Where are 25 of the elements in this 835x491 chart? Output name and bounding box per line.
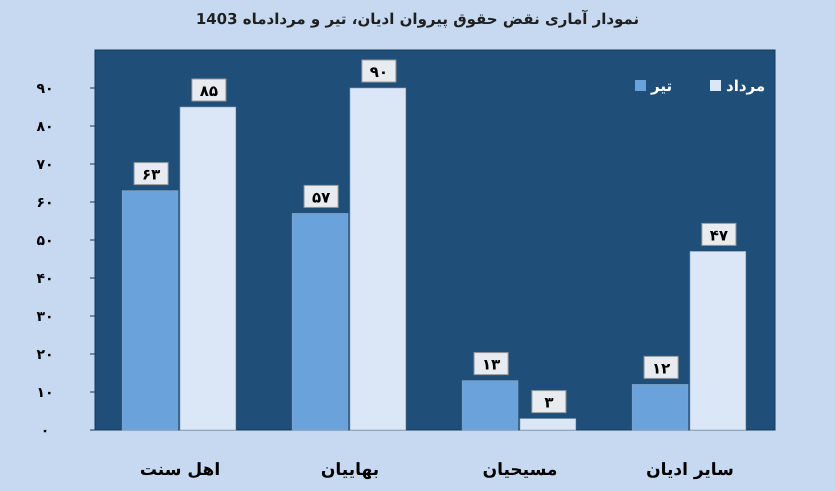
- y-tick-label: ۵۰: [36, 233, 54, 249]
- x-tick-label: بهاییان: [320, 460, 380, 480]
- y-tick-label: ۴۰: [36, 271, 54, 287]
- data-label: ۴۷: [710, 226, 728, 244]
- legend-label: مرداد: [726, 77, 766, 95]
- data-label: ۶۳: [142, 166, 160, 184]
- y-tick-label: ۲۰: [36, 347, 54, 363]
- legend-label: تیر: [650, 77, 672, 95]
- chart-title: نمودار آماری نقض حقوق پیروان ادیان، تیر و مردادماه 1403: [196, 9, 640, 28]
- x-tick-label: مسیحیان: [482, 460, 558, 480]
- data-label: ۸۵: [200, 82, 218, 100]
- data-label: ۱۲: [652, 359, 670, 378]
- y-tick-label: ۱۰: [36, 385, 54, 401]
- data-label: ۳: [544, 394, 554, 412]
- data-label: ۵۷: [312, 188, 330, 206]
- y-tick-label: ۸۰: [36, 119, 54, 135]
- y-tick-label: ۶۰: [36, 195, 54, 211]
- data-label: ۹۰: [370, 63, 388, 81]
- y-tick-label: ۹۰: [36, 81, 54, 97]
- x-tick-label: سایر ادیان: [646, 460, 734, 480]
- y-tick-label: ۷۰: [36, 157, 54, 173]
- x-tick-label: اهل سنت: [140, 460, 220, 480]
- y-tick-label: ۰: [40, 423, 50, 439]
- data-label: ۱۳: [482, 356, 500, 374]
- y-tick-label: ۳۰: [36, 309, 54, 325]
